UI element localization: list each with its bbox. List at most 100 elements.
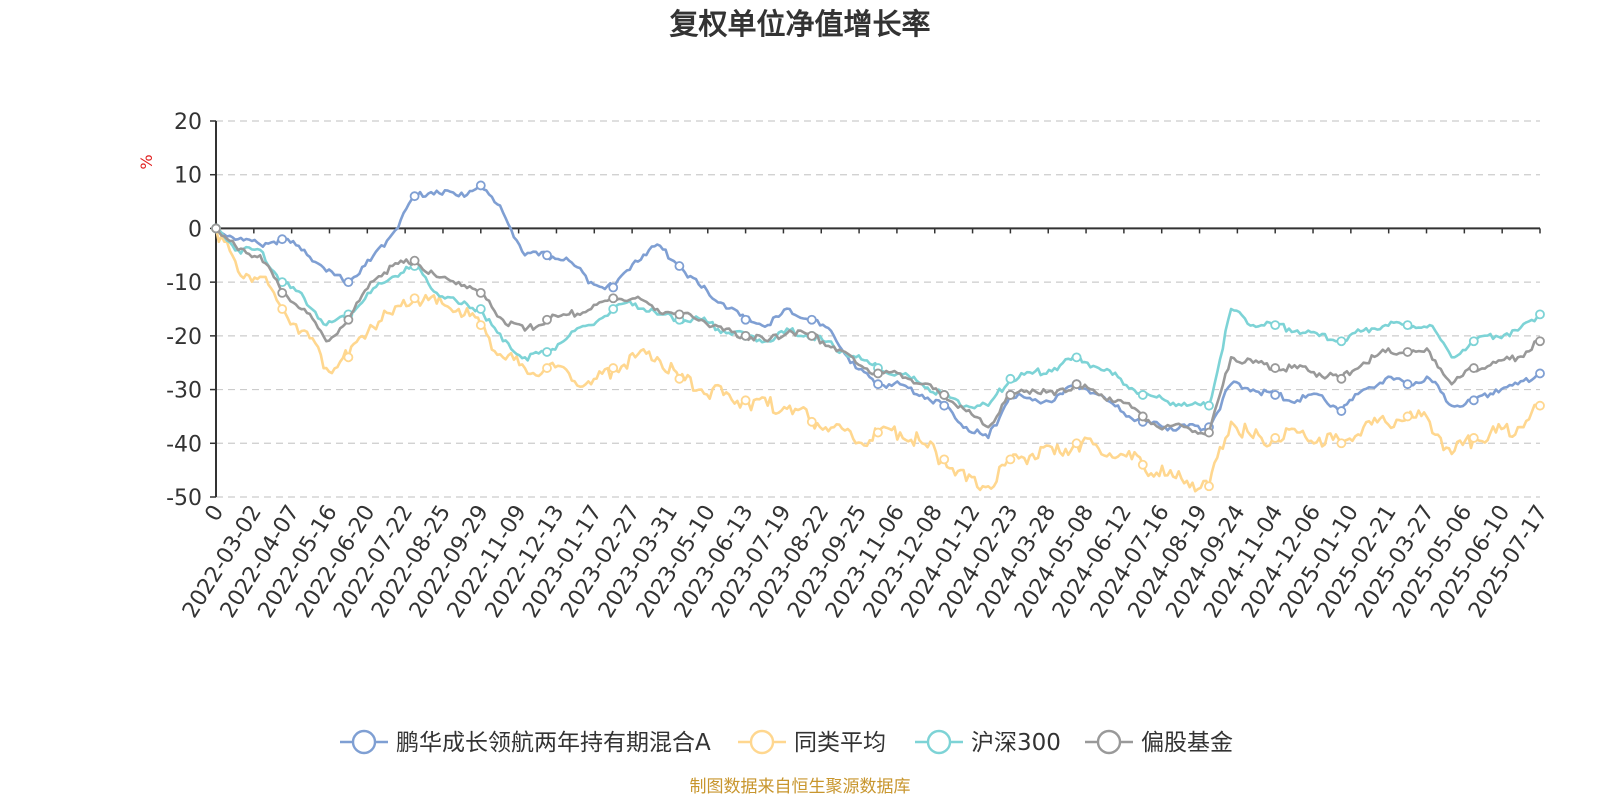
series-lines [211, 180, 1545, 493]
y-tick-label: -20 [166, 325, 202, 350]
y-tick-label: 10 [174, 164, 202, 189]
data-point [343, 277, 354, 288]
data-point [1336, 438, 1347, 449]
data-point [674, 373, 685, 384]
x-tick-labels: 02022-03-022022-04-072022-05-162022-06-2… [178, 501, 1553, 623]
data-point [1402, 347, 1413, 357]
data-point [1204, 481, 1214, 492]
data-point [1071, 352, 1082, 363]
legend-marker [749, 729, 775, 755]
y-tick-labels: 20 10 0 -10 -20 -30 -40 -50 [166, 110, 202, 511]
y-tick-label: 0 [188, 217, 202, 242]
data-point [1402, 411, 1413, 422]
y-tick-label: -10 [166, 271, 202, 296]
data-point [608, 282, 619, 293]
data-point [740, 314, 751, 325]
y-tick-label: 20 [174, 110, 202, 135]
data-point [608, 363, 619, 373]
legend-label: 鹏华成长领航两年持有期混合A [396, 730, 711, 756]
data-point [1402, 320, 1413, 331]
data-point [542, 250, 552, 261]
chart-title: 复权单位净值增长率 [669, 7, 930, 41]
data-point [939, 390, 950, 400]
data-point [1005, 390, 1016, 400]
data-point [1402, 379, 1413, 390]
data-point [806, 416, 817, 427]
y-tick-label: -50 [166, 486, 202, 511]
data-point [343, 314, 354, 325]
data-point [740, 330, 751, 341]
data-point [939, 454, 950, 465]
data-point [1270, 320, 1281, 331]
data-point [806, 314, 817, 325]
legend-marker [1096, 729, 1122, 755]
data-point [1005, 373, 1016, 384]
data-point [475, 287, 486, 298]
data-point [608, 293, 619, 304]
data-point [409, 255, 420, 266]
data-point [674, 261, 685, 271]
grid-lines [216, 120, 1540, 498]
data-point [1535, 368, 1545, 379]
data-point [277, 304, 288, 314]
data-point [873, 427, 883, 438]
data-point [542, 347, 552, 357]
legend-item-3[interactable]: 偏股基金 [1085, 729, 1233, 756]
legend-item-1[interactable]: 同类平均 [738, 729, 886, 756]
series-line-0 [215, 184, 1541, 440]
data-point [475, 304, 486, 314]
data-point [343, 352, 354, 363]
data-point [1336, 373, 1347, 384]
data-point [1535, 336, 1545, 347]
data-point [939, 400, 950, 411]
data-point [1468, 336, 1479, 347]
data-point [1468, 363, 1479, 373]
legend-label: 偏股基金 [1141, 730, 1233, 756]
data-point [475, 180, 486, 191]
data-point [475, 320, 486, 331]
data-point [1270, 433, 1281, 443]
data-point [542, 363, 552, 373]
data-point [277, 287, 288, 298]
data-point [1204, 427, 1214, 438]
data-point [1535, 309, 1545, 320]
data-point [1270, 363, 1281, 373]
data-point [608, 304, 619, 314]
x-tick-label: 0 [200, 501, 229, 526]
legend-label: 沪深300 [971, 730, 1061, 756]
data-point [1137, 390, 1148, 400]
data-point [674, 309, 685, 320]
y-tick-label: -40 [166, 432, 202, 457]
data-point [1468, 433, 1479, 443]
legend[interactable]: 鹏华成长领航两年持有期混合A 同类平均 沪深300 偏股基金 [340, 729, 1233, 756]
data-point [1535, 400, 1545, 411]
data-point [1137, 459, 1148, 470]
data-point [1336, 406, 1347, 416]
data-point [1071, 379, 1082, 390]
data-point [873, 379, 883, 390]
data-point [1005, 454, 1016, 465]
data-point [1468, 395, 1479, 406]
data-point [806, 330, 817, 341]
data-point [542, 314, 552, 325]
legend-item-2[interactable]: 沪深300 [915, 729, 1061, 756]
data-point [1270, 390, 1281, 400]
legend-item-0[interactable]: 鹏华成长领航两年持有期混合A [340, 729, 711, 756]
data-point [740, 395, 751, 406]
data-point [409, 293, 420, 304]
data-point [211, 223, 221, 234]
data-point [277, 234, 288, 245]
axes [210, 120, 1541, 498]
data-point [1071, 438, 1082, 449]
legend-label: 同类平均 [794, 730, 886, 756]
data-source-note: 制图数据来自恒生聚源数据库 [690, 777, 911, 797]
data-point [1204, 400, 1214, 411]
y-tick-label: -30 [166, 379, 202, 404]
data-point [1336, 336, 1347, 347]
data-point [873, 368, 883, 379]
y-axis-unit: % [137, 154, 156, 169]
data-point [1137, 411, 1148, 422]
legend-marker [351, 729, 377, 755]
legend-marker [926, 729, 952, 755]
